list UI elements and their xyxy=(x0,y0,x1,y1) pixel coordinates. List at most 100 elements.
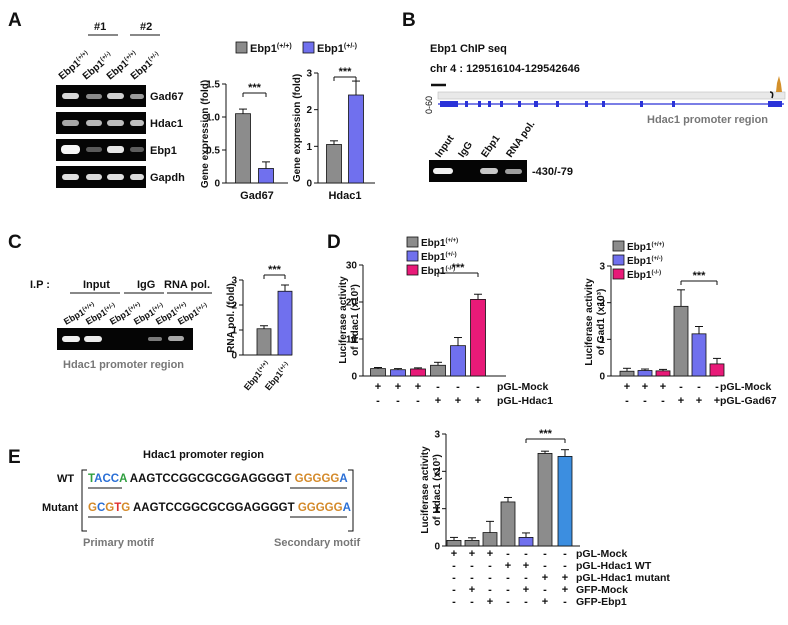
treatment-sign: - xyxy=(452,560,456,572)
treatment-sign: - xyxy=(715,381,719,393)
bar xyxy=(691,333,707,377)
bar xyxy=(410,368,426,377)
bar xyxy=(258,168,274,184)
y-tick-label: 0 xyxy=(351,372,357,383)
blot-label-hdac1: Hdac1 xyxy=(150,118,183,130)
legend-label-wt: Ebp1(+/+) xyxy=(250,43,292,55)
sig-label: *** xyxy=(268,264,282,276)
treatment-label: pGL-Mock xyxy=(576,548,627,560)
legend-swatch-wt xyxy=(235,41,248,54)
y-tick-label: 2 xyxy=(434,467,440,478)
gel-ebp1 xyxy=(56,139,146,161)
legend-swatch-het xyxy=(406,250,419,262)
treatment-sign: - xyxy=(543,548,547,560)
gel-gad67 xyxy=(56,85,146,107)
bar xyxy=(655,370,671,377)
gel-hdac1 xyxy=(56,112,146,134)
legend-swatch-ko xyxy=(612,268,625,280)
treatment-sign: - xyxy=(476,381,480,393)
blot-label-gapdh: Gapdh xyxy=(150,172,185,184)
y-axis-label: Luciferase activityof Gad1 (x10³) xyxy=(584,278,607,366)
treatment-sign: - xyxy=(563,596,567,608)
y-tick-label: 0 xyxy=(599,372,605,383)
chip-gel xyxy=(429,160,527,182)
treatment-sign: - xyxy=(452,596,456,608)
ip-group-igg: IgG xyxy=(137,279,155,291)
treatment-sign: + xyxy=(455,395,461,407)
legend-swatch-het xyxy=(612,254,625,266)
chart-d-gad1: 0 1 2 3 Luciferase activityof Gad1 (x10³) ***… xyxy=(584,262,777,408)
treatment-sign: + xyxy=(487,596,493,608)
bar xyxy=(709,363,725,377)
treatment-sign: + xyxy=(542,572,548,584)
treatment-sign: - xyxy=(506,596,510,608)
treatment-sign: + xyxy=(395,381,401,393)
blot-label-ebp1: Ebp1 xyxy=(150,145,177,157)
treatment-sign: - xyxy=(524,596,528,608)
treatment-sign: - xyxy=(470,560,474,572)
treatment-sign: - xyxy=(643,395,647,407)
legend-label-het: Ebp1(+/-) xyxy=(627,256,663,267)
legend-label-wt: Ebp1(+/+) xyxy=(627,242,664,253)
bar xyxy=(370,368,386,377)
blot-label-gad67: Gad67 xyxy=(150,91,184,103)
treatment-sign: - xyxy=(524,548,528,560)
treatment-sign: + xyxy=(562,572,568,584)
mutant-label: Mutant xyxy=(42,502,78,514)
ip-label: I.P : xyxy=(30,279,50,291)
treatment-sign: + xyxy=(475,395,481,407)
treatment-label: pGL-Hdac1 mutant xyxy=(576,572,670,584)
treatment-label: pGL-Hdac1 xyxy=(497,395,553,407)
amplicon-label: -430/-79 xyxy=(532,166,573,178)
treatment-sign: - xyxy=(470,596,474,608)
y-tick-label: 3 xyxy=(434,430,440,441)
y-axis-label: RNA pol. (fold) xyxy=(226,283,237,353)
treatment-sign: - xyxy=(679,381,683,393)
legend-swatch-ko xyxy=(406,264,419,276)
treatment-sign: + xyxy=(624,381,630,393)
treatment-sign: + xyxy=(542,596,548,608)
treatment-sign: + xyxy=(435,395,441,407)
x-axis-label: Gad67 xyxy=(240,190,274,202)
bar xyxy=(446,540,462,547)
bar xyxy=(637,370,653,377)
panel-label-b: B xyxy=(402,10,416,31)
secondary-motif-label: Secondary motif xyxy=(274,537,361,549)
y-tick-label: 1.0 xyxy=(206,113,220,124)
treatment-sign: + xyxy=(696,395,702,407)
bar xyxy=(464,540,480,547)
treatment-sign: + xyxy=(523,584,529,596)
sig-label: *** xyxy=(452,262,466,274)
genome-track: 0-60 Hdac1 promoter region xyxy=(424,76,786,126)
chip-lane-label: Input xyxy=(433,133,456,160)
y-axis-label: Luciferase activityof Hdac1 (x10³) xyxy=(338,276,361,364)
group-label-1: #1 xyxy=(94,21,106,33)
bar xyxy=(390,369,406,377)
y-tick-label: 10 xyxy=(346,335,358,346)
treatment-sign: - xyxy=(488,560,492,572)
bar xyxy=(430,364,446,377)
gel-gapdh xyxy=(56,166,146,188)
y-tick-label: 1 xyxy=(599,335,605,346)
treatment-sign: + xyxy=(562,584,568,596)
panel-label-c: C xyxy=(8,232,22,253)
legend-swatch-wt xyxy=(612,240,625,252)
ip-group-rnapol: RNA pol. xyxy=(164,279,210,291)
treatment-sign: - xyxy=(452,584,456,596)
y-tick-label: 0 xyxy=(434,542,440,553)
y-axis-label: Luciferase activityof Hdac1 (x10³) xyxy=(420,446,443,534)
panel-label-a: A xyxy=(8,10,22,31)
treatment-sign: - xyxy=(488,572,492,584)
y-tick-label: 2 xyxy=(599,298,605,309)
treatment-sign: + xyxy=(469,548,475,560)
wt-sequence: TACCA AAGTCCGGCGCGGAGGGGT GGGGGA xyxy=(88,473,348,485)
bar xyxy=(470,299,486,377)
legend-swatch-het xyxy=(302,41,315,54)
bar xyxy=(537,453,553,547)
bar xyxy=(557,455,573,547)
bar xyxy=(277,290,293,356)
bar xyxy=(518,537,534,547)
